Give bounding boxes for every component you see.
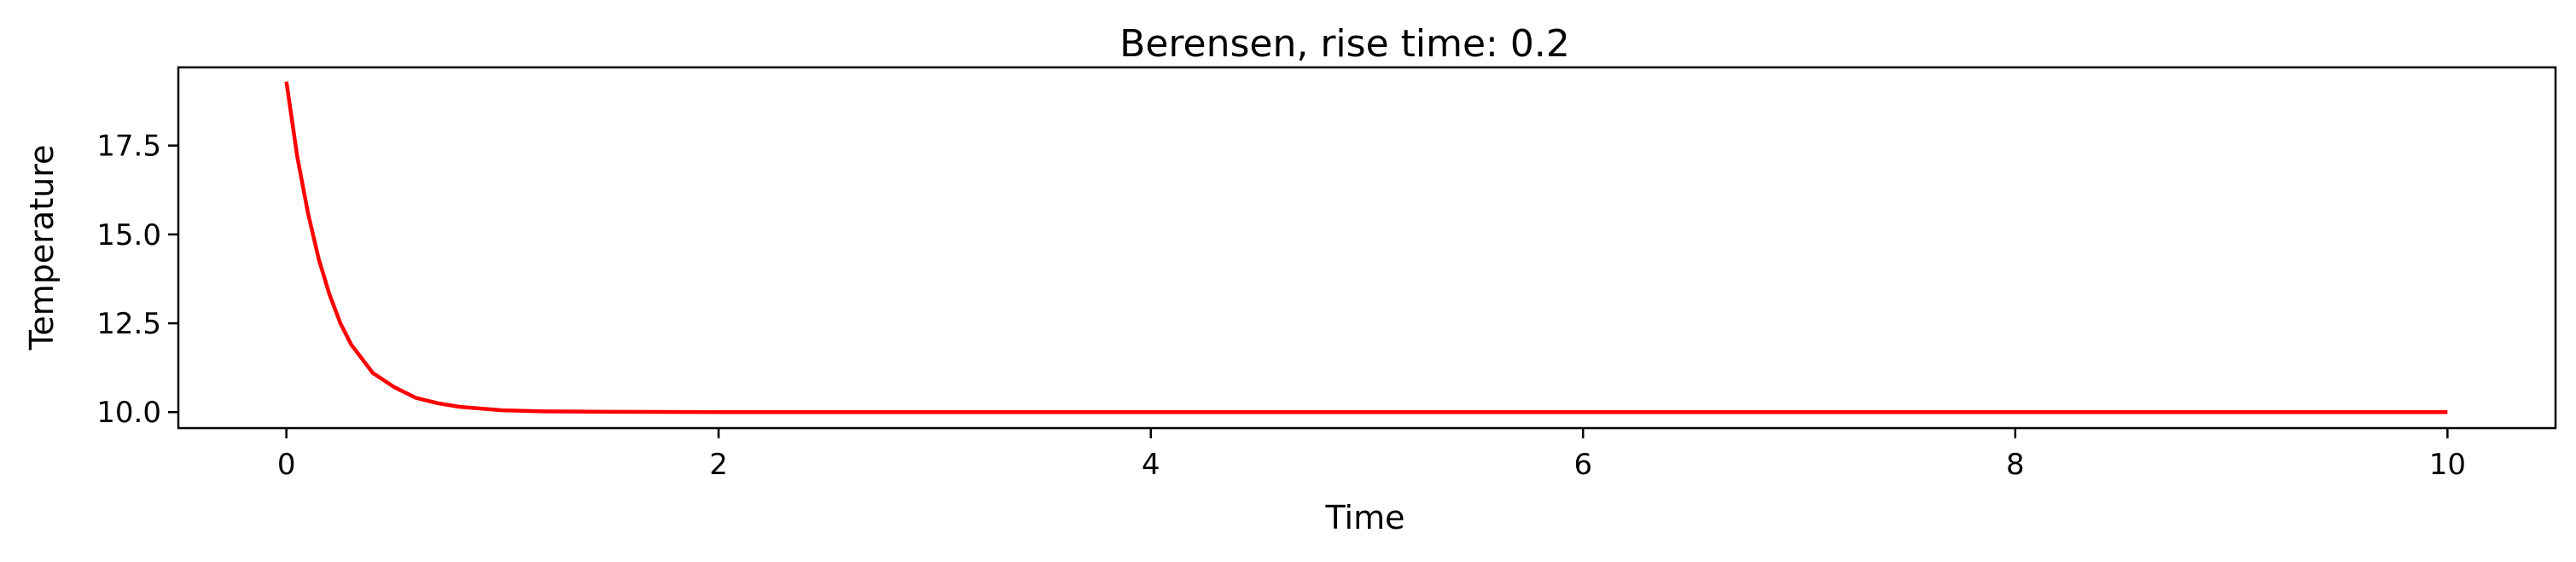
x-tick-label: 10: [2429, 448, 2466, 482]
x-tick-label: 4: [1142, 448, 1160, 482]
series-line-temperature: [284, 81, 2448, 414]
x-tick-label: 8: [2006, 448, 2025, 482]
x-tick-label: 2: [709, 448, 728, 482]
x-axis: 0 2 4 6 8 10: [277, 428, 2466, 482]
y-axis: 10.0 12.5 15.0 17.5: [96, 130, 178, 430]
x-tick-label: 6: [1573, 448, 1592, 482]
chart-title: Berensen, rise time: 0.2: [1119, 22, 1570, 66]
y-tick-label: 12.5: [96, 307, 161, 341]
y-tick-label: 10.0: [96, 396, 161, 430]
x-tick-label: 0: [277, 448, 296, 482]
plot-frame: [177, 66, 2557, 430]
series-layer: [284, 81, 2448, 414]
y-tick-label: 17.5: [96, 130, 161, 164]
y-tick-label: 15.0: [96, 218, 161, 252]
x-axis-label: Time: [1325, 499, 1405, 536]
y-axis-label: Temperature: [23, 145, 61, 351]
